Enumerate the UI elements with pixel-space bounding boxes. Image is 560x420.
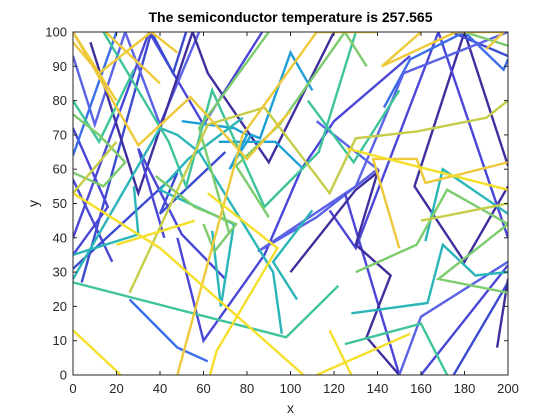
y-tick-label: 30 — [53, 265, 67, 280]
x-tick-label: 100 — [280, 381, 302, 396]
y-tick-label: 100 — [45, 25, 67, 40]
trajectory-line-57 — [328, 329, 353, 375]
trajectory-line-41 — [355, 188, 508, 294]
y-tick-label: 20 — [53, 299, 67, 314]
trajectory-line-6 — [73, 32, 118, 156]
trajectory-line-54 — [207, 192, 279, 375]
y-axis-ticks: 0 10 20 30 40 50 60 70 80 90 100 — [45, 25, 508, 383]
trajectory-line-25 — [218, 140, 305, 171]
trajectory-line-43 — [73, 141, 118, 194]
x-axis-label: x — [287, 400, 294, 416]
trajectory-line-45 — [73, 32, 292, 161]
trajectory-lines — [73, 32, 508, 375]
trajectory-line-2 — [80, 32, 188, 283]
trajectory-line-17 — [420, 264, 508, 375]
trajectory-line-39 — [464, 32, 508, 47]
trajectory-line-30 — [73, 69, 135, 145]
trajectory-line-31 — [271, 209, 314, 301]
x-tick-label: 60 — [196, 381, 210, 396]
trajectory-line-20 — [495, 278, 508, 348]
trajectory-line-55 — [73, 329, 122, 375]
trajectory-line-22 — [128, 298, 209, 363]
trajectory-line-58 — [316, 332, 411, 375]
x-tick-label: 120 — [323, 381, 345, 396]
trajectory-line-56 — [346, 147, 508, 191]
trajectory-line-34 — [344, 322, 449, 375]
x-tick-label: 80 — [240, 381, 254, 396]
trajectory-line-12 — [176, 55, 411, 344]
x-tick-label: 20 — [109, 381, 123, 396]
trajectory-line-15 — [343, 192, 401, 375]
trajectory-line-9 — [413, 32, 508, 265]
trajectory-line-7 — [73, 178, 114, 263]
trajectory-line-40 — [197, 32, 270, 235]
trajectory-line-49 — [176, 32, 378, 375]
plot-area — [73, 32, 508, 375]
trajectory-line-42 — [128, 99, 508, 294]
y-tick-label: 90 — [53, 59, 67, 74]
trajectory-line-26 — [73, 281, 340, 339]
trajectory-line-46 — [104, 32, 161, 85]
trajectory-line-23 — [73, 126, 283, 334]
x-tick-label: 180 — [454, 381, 476, 396]
x-tick-label: 40 — [153, 381, 167, 396]
trajectory-line-19 — [398, 260, 508, 375]
trajectory-line-5 — [73, 127, 110, 256]
trajectory-line-37 — [154, 175, 239, 254]
y-tick-label: 70 — [53, 127, 67, 142]
y-tick-label: 40 — [53, 230, 67, 245]
trajectory-line-50 — [381, 32, 506, 68]
x-tick-label: 200 — [497, 381, 519, 396]
y-tick-label: 50 — [53, 196, 67, 211]
trajectory-line-38 — [73, 113, 127, 188]
x-axis-ticks: 0 20 40 60 80 100 120 140 160 180 200 — [69, 32, 519, 396]
trajectory-line-52 — [73, 192, 305, 375]
x-tick-label: 160 — [410, 381, 432, 396]
chart-title: The semiconductor temperature is 257.565 — [149, 9, 433, 25]
trajectory-line-28 — [102, 32, 357, 209]
x-tick-label: 140 — [367, 381, 389, 396]
trajectory-line-21 — [137, 148, 227, 280]
y-tick-label: 80 — [53, 93, 67, 108]
trajectory-line-44 — [420, 202, 508, 222]
y-axis-label: y — [25, 200, 41, 207]
y-tick-label: 0 — [60, 368, 67, 383]
trajectory-line-32 — [306, 89, 401, 165]
trajectory-line-14 — [257, 32, 508, 253]
trajectory-line-18 — [452, 281, 508, 375]
trajectory-line-33 — [351, 242, 508, 315]
trajectory-line-53 — [116, 219, 196, 246]
y-tick-label: 10 — [53, 333, 67, 348]
trajectory-line-48 — [73, 32, 179, 75]
trajectory-line-10 — [328, 32, 508, 251]
y-tick-label: 60 — [53, 162, 67, 177]
x-tick-label: 0 — [69, 381, 76, 396]
trajectory-line-4 — [89, 32, 336, 198]
